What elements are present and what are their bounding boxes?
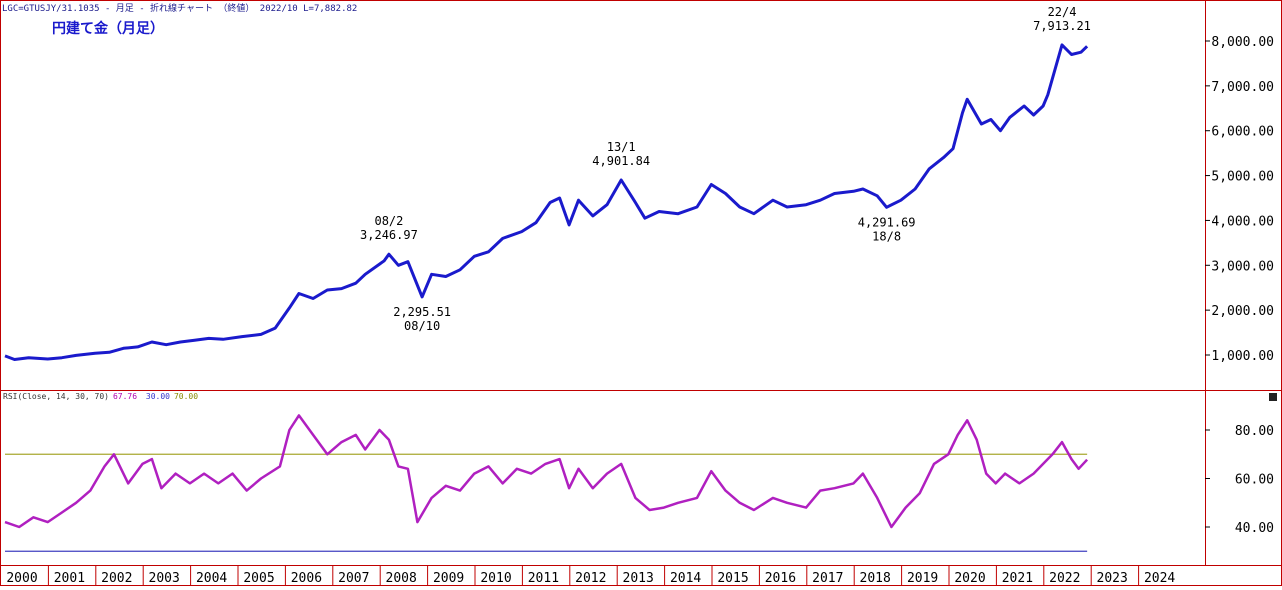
x-axis-label: 2010 [480, 571, 511, 586]
annotation-value: 4,291.69 [858, 215, 916, 229]
x-axis-label: 2020 [954, 571, 985, 586]
rsi-y-axis: 40.00 60.00 80.00 [1205, 424, 1274, 536]
annotation-value: 4,901.84 [592, 154, 650, 168]
x-axis-label: 2007 [338, 571, 369, 586]
x-axis-label: 2011 [528, 571, 559, 586]
x-axis-label: 2024 [1144, 571, 1175, 586]
price-y-axis: 1,000.00 2,000.00 3,000.00 4,000.00 5,000.00… [1205, 35, 1274, 364]
rsi-y-tick-label: 40.00 [1235, 521, 1274, 536]
x-axis-label: 2008 [386, 571, 417, 586]
x-axis-label: 2015 [717, 571, 748, 586]
x-axis-label: 2001 [54, 571, 85, 586]
x-axis-label: 2005 [243, 571, 274, 586]
x-axis-label: 2013 [623, 571, 654, 586]
x-axis-label: 2021 [1002, 571, 1033, 586]
rsi-y-tick-label: 60.00 [1235, 473, 1274, 488]
x-axis-label: 2019 [907, 571, 938, 586]
x-axis-label: 2012 [575, 571, 606, 586]
rsi-levels [5, 453, 1088, 552]
x-axis-label: 2017 [812, 571, 843, 586]
rsi-line [4, 414, 1089, 529]
x-axis-label: 2016 [765, 571, 796, 586]
x-axis-label: 2022 [1049, 571, 1080, 586]
annotation-date: 18/8 [872, 229, 901, 243]
annotation-date: 08/10 [404, 319, 440, 333]
rsi-y-tick-label: 80.00 [1235, 424, 1274, 439]
price-y-tick-label: 7,000.00 [1211, 80, 1274, 95]
x-axis-label: 2018 [860, 571, 891, 586]
annotation-date: 22/4 [1048, 5, 1077, 19]
symbol-info: LGC=GTUSJY/31.1035 - 月足 - 折れ線チャート （終値） 2… [2, 4, 358, 14]
price-y-tick-label: 2,000.00 [1211, 304, 1274, 319]
annotation-value: 7,913.21 [1033, 19, 1091, 33]
close-pane-button[interactable] [1269, 393, 1277, 401]
x-axis-label: 2006 [291, 571, 322, 586]
price-y-tick-label: 3,000.00 [1211, 259, 1274, 274]
rsi-legend-high: 70.00 [173, 392, 199, 401]
x-axis-label: 2002 [101, 571, 132, 586]
x-axis-label: 2004 [196, 571, 227, 586]
price-line [4, 43, 1089, 361]
x-axis-label: 2014 [670, 571, 701, 586]
annotation-value: 3,246.97 [360, 228, 418, 242]
price-y-tick-label: 1,000.00 [1211, 349, 1274, 364]
price-series [4, 43, 1089, 361]
price-y-tick-label: 6,000.00 [1211, 125, 1274, 140]
x-axis: 2000 2001 2002 2003 2004 2005 2006 2007 2008 2009… [6, 565, 1175, 586]
price-y-tick-label: 4,000.00 [1211, 214, 1274, 229]
annotation-date: 08/2 [374, 214, 403, 228]
rsi-legend: RSI(Close, 14, 30, 70) 67.76 30.00 70.00 [3, 392, 202, 401]
x-axis-label: 2009 [433, 571, 464, 586]
x-axis-label: 2003 [149, 571, 180, 586]
x-axis-label: 2023 [1097, 571, 1128, 586]
price-y-tick-label: 8,000.00 [1211, 35, 1274, 50]
annotation-date: 13/1 [607, 140, 636, 154]
x-axis-label: 2000 [6, 571, 37, 586]
rsi-legend-value: 67.76 [112, 392, 138, 401]
rsi-series [4, 414, 1089, 529]
price-y-tick-label: 5,000.00 [1211, 170, 1274, 185]
rsi-legend-label: RSI(Close, 14, 30, 70) [3, 392, 109, 401]
chart-title: 円建て金（月足） [52, 21, 164, 37]
rsi-legend-low: 30.00 [145, 392, 170, 401]
annotation-value: 2,295.51 [393, 305, 451, 319]
